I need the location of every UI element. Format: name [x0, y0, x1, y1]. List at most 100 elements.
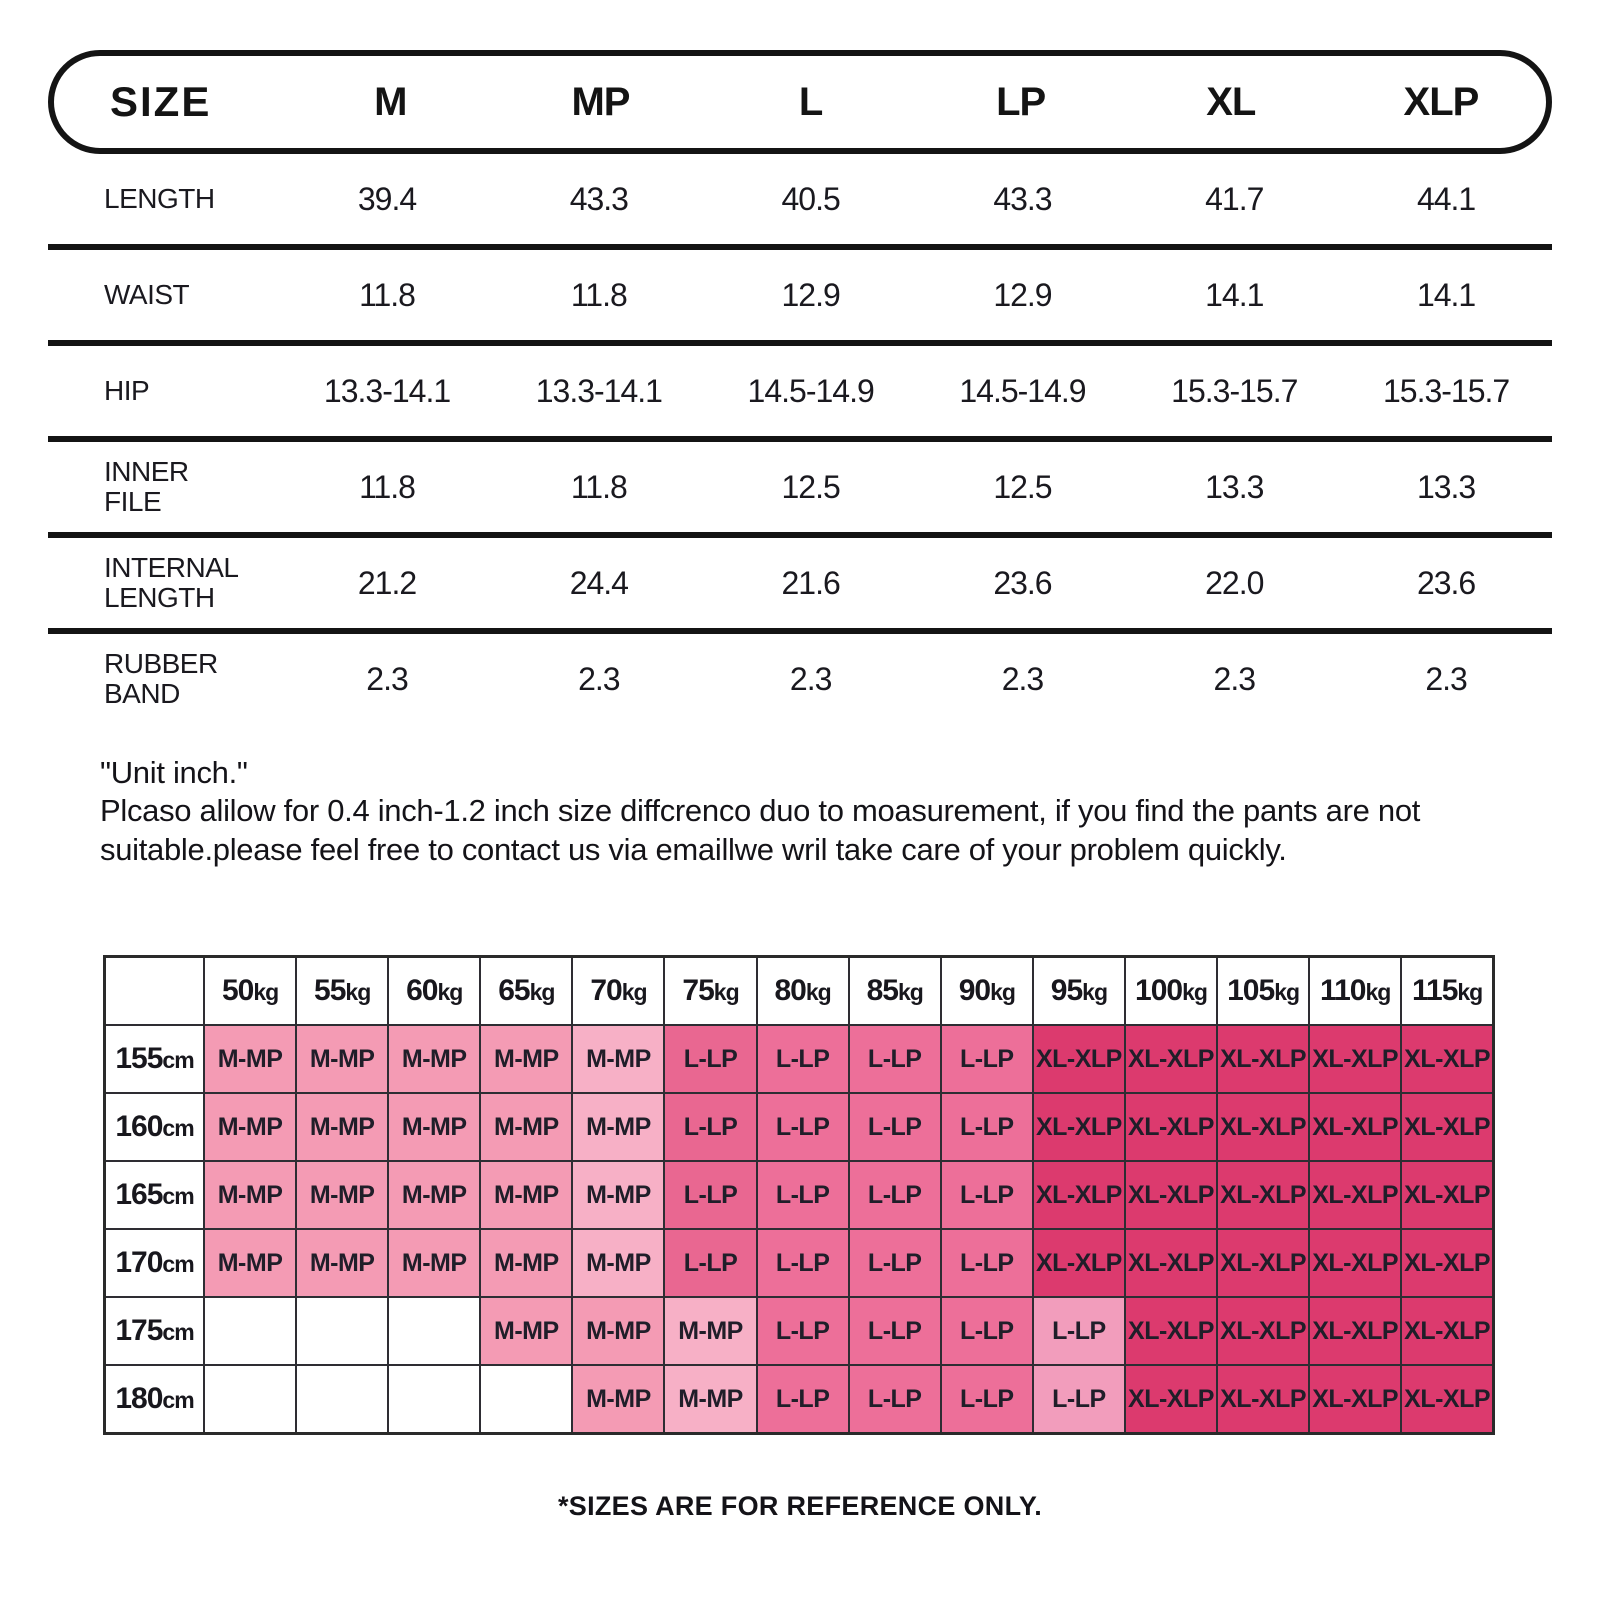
unit-suffix: cm	[162, 1047, 194, 1074]
value-number: 165	[115, 1178, 163, 1212]
size-recommendation-cell: XL-XLP	[1400, 1228, 1495, 1299]
fit-matrix-body: 155cm M-MP M-MP M-MP M-MP M-MP L-LP L-LP L-LP L-L…	[103, 1024, 1495, 1435]
spec-value: 13.3-14.1	[535, 372, 663, 409]
size-recommendation-cell: L-LP	[847, 1228, 942, 1299]
spec-value: 13.3	[1416, 468, 1476, 505]
size-recommendation-cell: XL-XLP	[1031, 1228, 1126, 1299]
size-recommendation-cell: XL-XLP	[1216, 1296, 1311, 1367]
size-recommendation-cell: L-LP	[847, 1024, 942, 1095]
spec-value: 14.1	[1205, 276, 1264, 313]
size-recommendation-cell: XL-XLP	[1308, 1092, 1403, 1163]
spec-value: 12.5	[993, 468, 1052, 505]
empty-cell	[295, 1296, 390, 1367]
size-column-header: MP	[571, 79, 630, 124]
spec-value: 11.8	[570, 468, 628, 505]
height-row-header: 180cm	[103, 1364, 205, 1435]
size-recommendation-cell: XL-XLP	[1123, 1024, 1219, 1095]
size-recommendation-cell: XL-XLP	[1400, 1160, 1495, 1231]
size-recommendation-cell: L-LP	[939, 1296, 1034, 1367]
unit-suffix: kg	[1274, 979, 1300, 1006]
size-recommendation-cell: M-MP	[202, 1092, 298, 1163]
size-recommendation-cell: XL-XLP	[1308, 1024, 1403, 1095]
unit-suffix: cm	[162, 1319, 194, 1346]
size-recommendation-cell: M-MP	[295, 1024, 390, 1095]
value-number: 175	[115, 1314, 163, 1348]
size-recommendation-cell: M-MP	[571, 1296, 666, 1367]
size-recommendation-cell: XL-XLP	[1216, 1024, 1311, 1095]
weight-column-header: 60kg	[387, 955, 482, 1027]
size-recommendation-cell: L-LP	[663, 1092, 758, 1163]
spec-value: 24.4	[569, 564, 629, 601]
size-recommendation-cell: L-LP	[1031, 1364, 1126, 1435]
spec-row-label: WAIST	[104, 278, 190, 310]
unit-suffix: kg	[437, 979, 464, 1006]
weight-column-header: 115kg	[1400, 955, 1495, 1027]
size-recommendation-cell: L-LP	[755, 1160, 850, 1231]
value-number: 180	[115, 1382, 163, 1416]
spec-value: 11.8	[359, 468, 416, 505]
unit-suffix: cm	[162, 1183, 194, 1210]
spec-value: 12.9	[781, 276, 841, 313]
size-recommendation-cell: M-MP	[479, 1296, 574, 1367]
fit-matrix-header-row: 50kg 55kg 60kg 65kg 70kg 75kg 80kg 85kg 90kg 95kg…	[103, 955, 1495, 1027]
size-recommendation-cell: L-LP	[847, 1092, 942, 1163]
unit-suffix: kg	[1457, 979, 1483, 1006]
spec-value: 41.7	[1205, 180, 1264, 217]
spec-value: 15.3-15.7	[1171, 372, 1298, 409]
size-recommendation-cell: XL-XLP	[1123, 1364, 1219, 1435]
spec-value: 13.3	[1205, 468, 1264, 505]
fit-matrix-row: 175cm M-MP M-MP M-MP L-LP L-LP L-LP L-LP XL-XLP X…	[103, 1296, 1495, 1367]
value-number: 75	[682, 974, 714, 1008]
spec-value: 12.9	[993, 276, 1052, 313]
unit-suffix: kg	[713, 979, 740, 1006]
spec-row: HIP 13.3-14.1 13.3-14.1 14.5-14.9 14.5-14.9 1…	[48, 346, 1552, 442]
size-recommendation-cell: XL-XLP	[1031, 1092, 1126, 1163]
weight-column-header: 65kg	[479, 955, 574, 1027]
weight-column-header: 110kg	[1308, 955, 1403, 1027]
size-recommendation-cell: M-MP	[387, 1160, 482, 1231]
reference-disclaimer: *SIZES ARE FOR REFERENCE ONLY.	[557, 1491, 1043, 1522]
size-recommendation-cell: M-MP	[202, 1024, 298, 1095]
size-recommendation-cell: M-MP	[571, 1092, 666, 1163]
size-recommendation-cell: L-LP	[755, 1228, 850, 1299]
value-number: 110	[1320, 974, 1366, 1008]
spec-row-label: HIP	[104, 374, 150, 406]
spec-value: 43.3	[993, 180, 1052, 217]
weight-column-header: 55kg	[295, 955, 390, 1027]
fit-matrix-row: 170cm M-MP M-MP M-MP M-MP M-MP L-LP L-LP L-LP L-L…	[103, 1228, 1495, 1299]
size-recommendation-cell: L-LP	[755, 1296, 850, 1367]
size-column-header: XL	[1206, 79, 1256, 124]
size-recommendation-cell: L-LP	[939, 1228, 1034, 1299]
spec-row: INNER FILE 11.8 11.8 12.5 12.5 13.3 13.3	[48, 442, 1552, 538]
size-recommendation-cell: M-MP	[387, 1024, 482, 1095]
size-recommendation-cell: M-MP	[479, 1228, 574, 1299]
unit-suffix: kg	[897, 979, 924, 1006]
spec-row: INTERNAL LENGTH 21.2 24.4 21.6 23.6 22.0 23.6	[48, 538, 1552, 634]
size-recommendation-cell: XL-XLP	[1123, 1296, 1219, 1367]
size-recommendation-cell: L-LP	[939, 1364, 1034, 1435]
spec-row-label: RUBBER BAND	[104, 647, 218, 709]
size-recommendation-cell: L-LP	[847, 1160, 942, 1231]
size-recommendation-cell: L-LP	[1031, 1296, 1126, 1367]
spec-value: 11.8	[359, 276, 416, 313]
size-recommendation-cell: XL-XLP	[1031, 1024, 1126, 1095]
value-number: 60	[406, 974, 438, 1008]
size-recommendation-cell: M-MP	[479, 1092, 574, 1163]
spec-value: 15.3-15.7	[1382, 372, 1510, 409]
empty-cell	[202, 1296, 298, 1367]
spec-row: WAIST 11.8 11.8 12.9 12.9 14.1 14.1	[48, 250, 1552, 346]
spec-value: 13.3-14.1	[323, 372, 451, 409]
spec-value: 21.2	[357, 564, 417, 601]
spec-value: 44.1	[1416, 180, 1476, 217]
value-number: 90	[958, 974, 991, 1008]
size-recommendation-cell: XL-XLP	[1308, 1296, 1403, 1367]
size-recommendation-cell: XL-XLP	[1216, 1228, 1311, 1299]
height-row-header: 165cm	[103, 1160, 205, 1231]
unit-suffix: cm	[162, 1251, 194, 1278]
value-number: 80	[774, 974, 807, 1008]
spec-row-label: LENGTH	[104, 182, 215, 214]
size-recommendation-cell: XL-XLP	[1216, 1160, 1311, 1231]
size-recommendation-cell: XL-XLP	[1216, 1092, 1311, 1163]
weight-column-header: 105kg	[1216, 955, 1311, 1027]
spec-value: 12.5	[781, 468, 841, 505]
